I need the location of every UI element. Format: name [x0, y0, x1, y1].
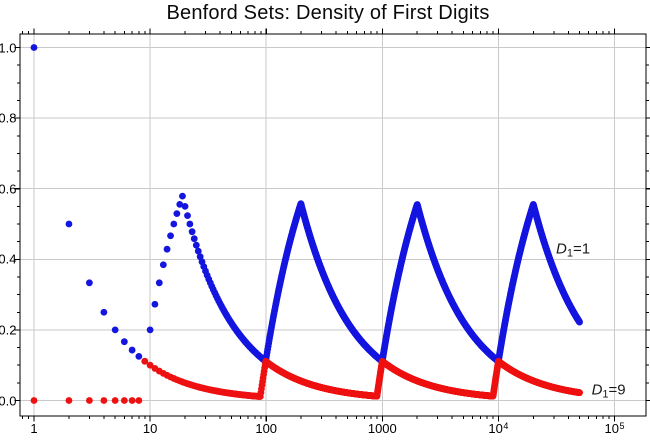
x-tick-label: 104 — [488, 421, 509, 436]
series-label-digit-1: D1=1 — [556, 240, 591, 260]
chart-title: Benford Sets: Density of First Digits — [166, 2, 490, 24]
x-tick-label: 10 — [142, 421, 158, 436]
axis-ticks — [14, 28, 650, 422]
y-tick-label: 0.0 — [0, 393, 17, 408]
plot-frame — [19, 33, 647, 417]
y-tick-label: 0.8 — [0, 110, 17, 126]
x-tick-label: 105 — [604, 421, 625, 436]
y-tick-label: 0.4 — [0, 251, 17, 267]
grid-lines — [20, 34, 646, 416]
x-tick-label: 100 — [255, 421, 278, 436]
y-tick-label: 0.6 — [0, 181, 17, 197]
series-points-d1-1 — [30, 44, 583, 365]
x-tick-label: 1 — [30, 421, 38, 436]
x-tick-label: 1000 — [367, 421, 397, 436]
series-points-d1-9 — [30, 357, 583, 404]
y-tick-label: 1.0 — [0, 40, 17, 55]
series-label-digit-9: D1=9 — [591, 381, 626, 401]
y-tick-label: 0.2 — [0, 322, 17, 338]
